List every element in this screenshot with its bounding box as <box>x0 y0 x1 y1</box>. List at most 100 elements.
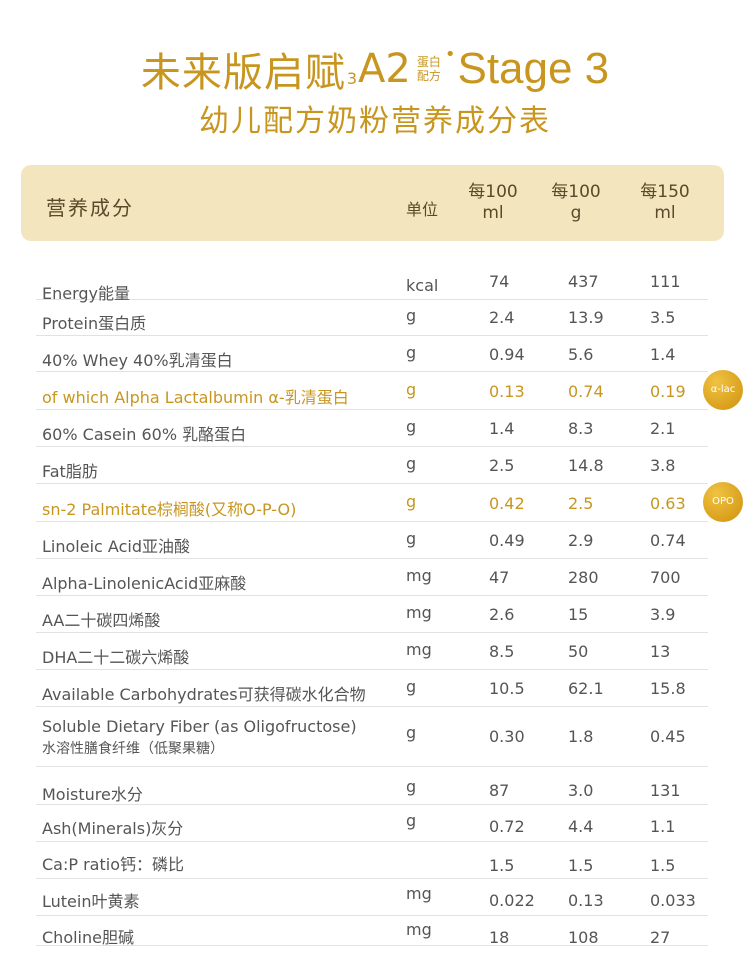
header-unit-label: 单位 <box>406 200 439 219</box>
table-row: Soluble Dietary Fiber (as Oligofructose)… <box>36 707 708 767</box>
table-header-band <box>21 165 724 241</box>
table-row: Energy能量 kcal 74 437 111 <box>36 262 708 303</box>
value-per-150ml: 700 <box>650 568 681 587</box>
value-per-100ml: 0.72 <box>489 817 525 836</box>
nutrient-name: Available Carbohydrates可获得碳水化合物 <box>42 685 366 704</box>
value-per-100g: 2.9 <box>568 531 594 550</box>
table-row: Linoleic Acid亚油酸 g 0.49 2.9 0.74 <box>36 522 708 559</box>
nutrient-name: Lutein叶黄素 <box>42 892 140 911</box>
value-per-100g: 2.5 <box>568 494 594 513</box>
value-per-150ml: 3.9 <box>650 605 676 624</box>
alpha-lac-badge: α-lac <box>703 370 743 410</box>
table-row: Moisture水分 g 87 3.0 131 <box>36 767 708 805</box>
value-per-150ml: 2.1 <box>650 419 676 438</box>
table-row: Available Carbohydrates可获得碳水化合物 g 10.5 62.1… <box>36 670 708 707</box>
value-per-150ml: 1.4 <box>650 345 676 364</box>
value-per-100ml: 47 <box>489 568 510 587</box>
nutrient-unit: g <box>406 417 417 436</box>
value-per-150ml: 1.5 <box>650 856 676 875</box>
nutrient-unit: g <box>406 492 417 511</box>
nutrient-name: Moisture水分 <box>42 785 143 804</box>
brand-dot: • <box>444 43 456 65</box>
value-per-150ml: 3.5 <box>650 308 676 327</box>
value-per-150ml: 0.45 <box>650 727 686 746</box>
value-per-100ml: 2.6 <box>489 605 515 624</box>
value-per-100g: 0.74 <box>568 382 604 401</box>
brand-sub-3: 3 <box>346 68 358 88</box>
value-per-100g: 50 <box>568 642 589 661</box>
table-row: Ca:P ratio钙：磷比 1.5 1.5 1.5 <box>36 842 708 879</box>
nutrient-unit: mg <box>406 920 432 939</box>
nutrient-name: Ash(Minerals)灰分 <box>42 819 184 838</box>
value-per-100g: 14.8 <box>568 456 604 475</box>
value-per-100g: 13.9 <box>568 308 604 327</box>
nutrient-name-line1: Soluble Dietary Fiber (as Oligofructose) <box>42 717 357 736</box>
value-per-100g: 1.8 <box>568 727 594 746</box>
value-per-100ml: 2.5 <box>489 456 515 475</box>
value-per-100ml: 0.94 <box>489 345 525 364</box>
nutrient-unit: g <box>406 677 417 696</box>
nutrient-unit: mg <box>406 603 432 622</box>
value-per-100ml: 74 <box>489 272 510 291</box>
value-per-100g: 0.13 <box>568 891 604 910</box>
value-per-150ml: 13 <box>650 642 671 661</box>
brand-title: 未来版启赋 <box>140 50 346 96</box>
value-per-100g: 4.4 <box>568 817 594 836</box>
nutrient-name: 60% Casein 60% 乳酪蛋白 <box>42 425 247 444</box>
value-per-150ml: 0.033 <box>650 891 696 910</box>
nutrient-name: AA二十碳四烯酸 <box>42 611 161 630</box>
nutrient-unit: g <box>406 306 417 325</box>
value-per-100g: 8.3 <box>568 419 594 438</box>
table-row: Ash(Minerals)灰分 g 0.72 4.4 1.1 <box>36 805 708 842</box>
opo-badge: OPO <box>703 482 743 522</box>
nutrient-unit: mg <box>406 566 432 585</box>
table-row: Fat脂肪 g 2.5 14.8 3.8 <box>36 447 708 484</box>
table-row: Choline胆碱 mg 18 108 27 <box>36 916 708 947</box>
value-per-100ml: 10.5 <box>489 679 525 698</box>
value-per-100ml: 1.4 <box>489 419 515 438</box>
value-per-150ml: 15.8 <box>650 679 686 698</box>
value-per-150ml: 1.1 <box>650 817 676 836</box>
nutrient-unit: mg <box>406 884 432 903</box>
nutrient-name: Fat脂肪 <box>42 462 98 481</box>
header-col-per-100ml: 每100 ml <box>468 182 518 223</box>
brand-a2: A2 <box>358 46 411 92</box>
nutrient-name: Soluble Dietary Fiber (as Oligofructose)… <box>42 717 357 758</box>
table-row: of which Alpha Lactalbumin α-乳清蛋白 g 0.13 0.… <box>36 372 708 410</box>
table-row: 60% Casein 60% 乳酪蛋白 g 1.4 8.3 2.1 <box>36 410 708 447</box>
value-per-100g: 280 <box>568 568 599 587</box>
nutrient-name: Protein蛋白质 <box>42 314 147 333</box>
value-per-100ml: 0.022 <box>489 891 535 910</box>
value-per-100g: 108 <box>568 928 599 947</box>
header-col-per-150ml: 每150 ml <box>640 182 690 223</box>
value-per-100ml: 0.42 <box>489 494 525 513</box>
nutrient-name: 40% Whey 40%乳清蛋白 <box>42 351 233 370</box>
nutrient-unit: g <box>406 380 417 399</box>
nutrient-unit: mg <box>406 640 432 659</box>
table-row: Alpha-LinolenicAcid亚麻酸 mg 47 280 700 <box>36 559 708 596</box>
nutrient-name: DHA二十二碳六烯酸 <box>42 648 190 667</box>
nutrient-name: of which Alpha Lactalbumin α-乳清蛋白 <box>42 388 349 407</box>
nutrient-name-line2: 水溶性膳食纤维（低聚果糖） <box>42 741 224 757</box>
stage-title: Stage 3 <box>457 44 610 93</box>
page-subtitle: 幼儿配方奶粉营养成分表 <box>199 104 551 139</box>
nutrient-unit: g <box>406 777 417 796</box>
value-per-100g: 5.6 <box>568 345 594 364</box>
value-per-100ml: 87 <box>489 781 510 800</box>
table-row: 40% Whey 40%乳清蛋白 g 0.94 5.6 1.4 <box>36 336 708 372</box>
title-row: 未来版启赋3A2 蛋白 配方 •Stage 3 <box>0 40 750 98</box>
nutrient-name: Alpha-LinolenicAcid亚麻酸 <box>42 574 247 593</box>
value-per-150ml: 0.63 <box>650 494 686 513</box>
nutrient-name: Energy能量 <box>42 284 131 303</box>
nutrient-name: Choline胆碱 <box>42 928 134 947</box>
value-per-100ml: 0.30 <box>489 727 525 746</box>
value-per-100g: 437 <box>568 272 599 291</box>
table-row: AA二十碳四烯酸 mg 2.6 15 3.9 <box>36 596 708 633</box>
nutrient-unit: g <box>406 343 417 362</box>
value-per-100ml: 0.49 <box>489 531 525 550</box>
nutrient-unit: g <box>406 811 417 830</box>
nutrient-unit: g <box>406 529 417 548</box>
value-per-150ml: 0.74 <box>650 531 686 550</box>
nutrient-name: sn-2 Palmitate棕榈酸(又称O-P-O) <box>42 500 297 519</box>
value-per-150ml: 111 <box>650 272 681 291</box>
